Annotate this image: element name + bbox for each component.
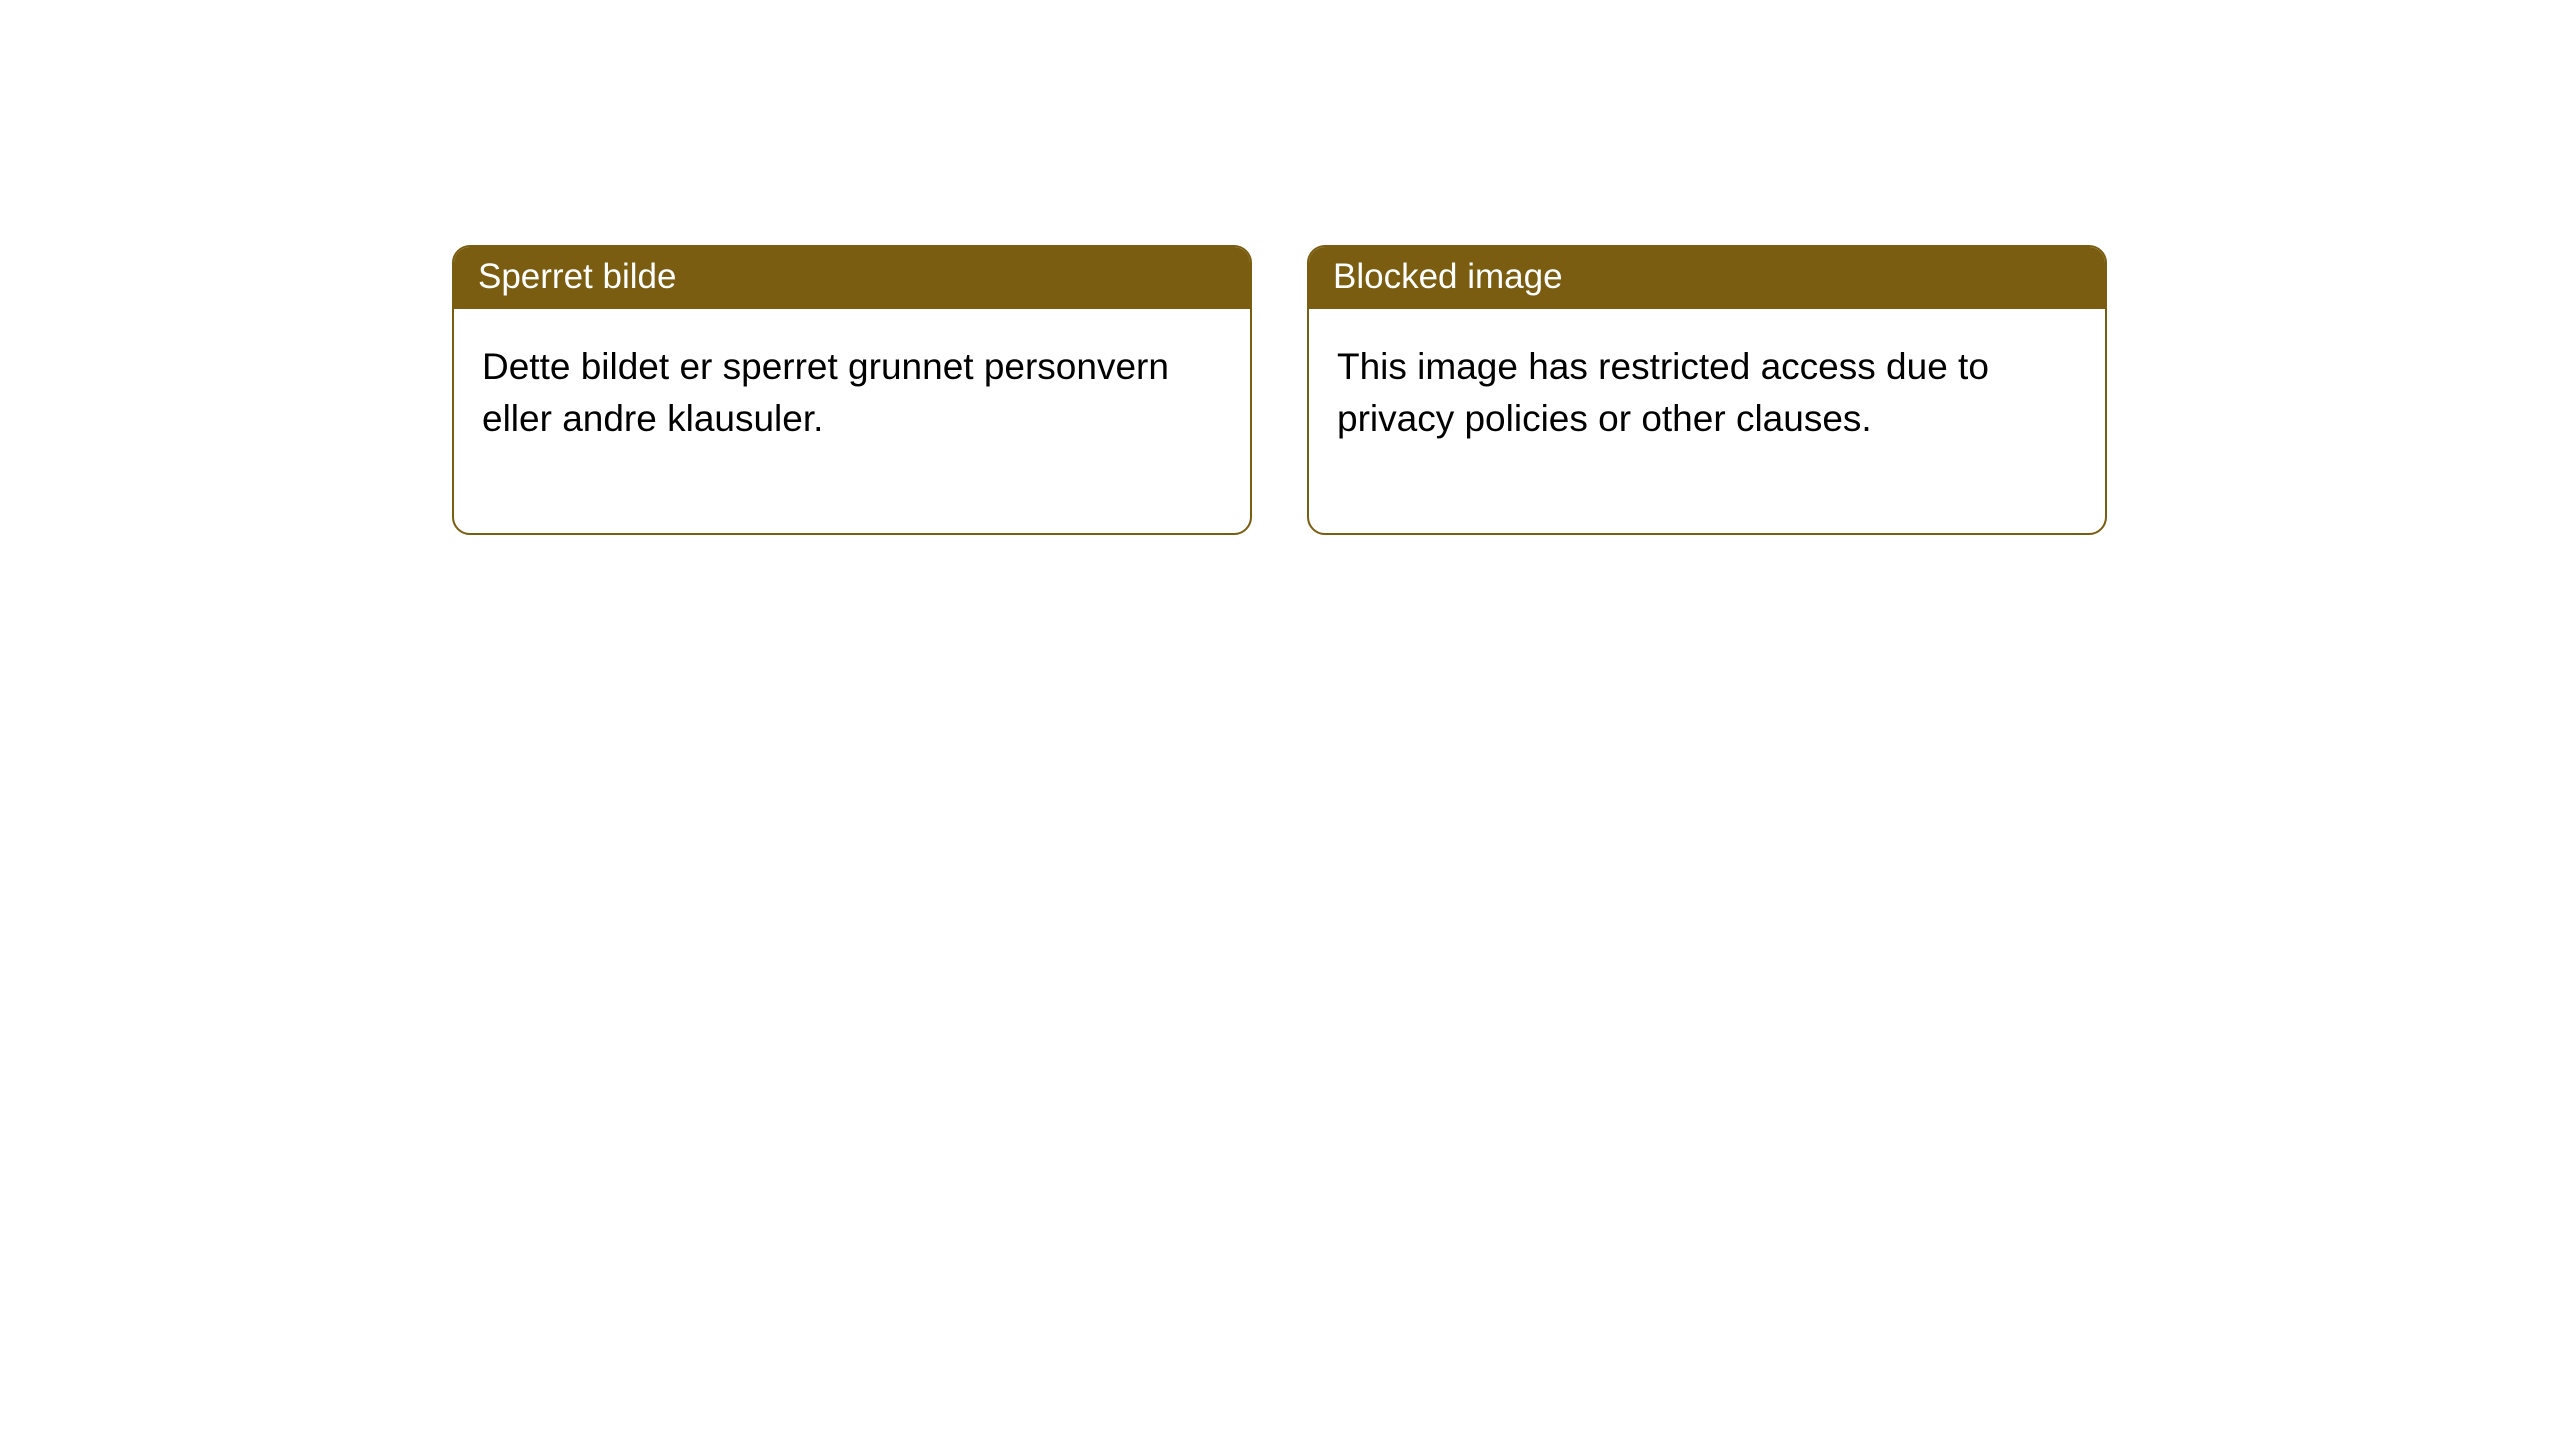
card-body-text: This image has restricted access due to … (1337, 346, 1989, 439)
notice-cards-container: Sperret bilde Dette bildet er sperret gr… (452, 245, 2107, 535)
blocked-image-card-no: Sperret bilde Dette bildet er sperret gr… (452, 245, 1252, 535)
card-title: Blocked image (1333, 257, 1563, 296)
card-header: Blocked image (1309, 247, 2105, 309)
card-body-text: Dette bildet er sperret grunnet personve… (482, 346, 1169, 439)
card-body: This image has restricted access due to … (1309, 309, 2105, 533)
blocked-image-card-en: Blocked image This image has restricted … (1307, 245, 2107, 535)
card-body: Dette bildet er sperret grunnet personve… (454, 309, 1250, 533)
card-title: Sperret bilde (478, 257, 676, 296)
card-header: Sperret bilde (454, 247, 1250, 309)
